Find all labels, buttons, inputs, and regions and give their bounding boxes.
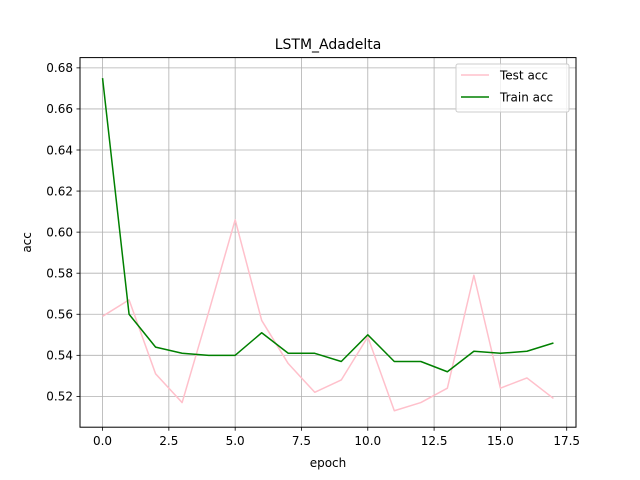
y-tick-label: 0.52 xyxy=(46,390,73,404)
series-line-train-acc xyxy=(101,78,554,373)
y-tick-label: 0.56 xyxy=(46,308,73,322)
x-tick-label: 15.0 xyxy=(487,434,514,448)
x-tick-label: 10.0 xyxy=(354,434,381,448)
y-tick-label: 0.64 xyxy=(46,143,73,157)
y-tick-label: 0.60 xyxy=(46,225,73,239)
y-tick-label: 0.66 xyxy=(46,102,73,116)
y-tick-label: 0.68 xyxy=(46,61,73,75)
x-tick-label: 2.5 xyxy=(159,434,178,448)
series-line-test-acc xyxy=(102,219,554,412)
x-tick-label: 7.5 xyxy=(292,434,311,448)
y-tick-label: 0.54 xyxy=(46,349,73,363)
legend: Test acc Train acc xyxy=(455,63,570,113)
y-tick-label: 0.62 xyxy=(46,184,73,198)
plot-area-frame xyxy=(79,57,577,428)
x-tick-label: 17.5 xyxy=(553,434,580,448)
x-tick-label: 12.5 xyxy=(421,434,448,448)
chart-title: LSTM_Adadelta xyxy=(275,37,382,53)
legend-box xyxy=(455,63,570,113)
x-tick-label: 0.0 xyxy=(93,434,112,448)
x-axis-label: epoch xyxy=(310,456,347,470)
y-tick-label: 0.58 xyxy=(46,267,73,281)
y-axis-label: acc xyxy=(20,232,34,253)
legend-label-train-acc: Train acc xyxy=(499,91,553,105)
legend-label-test-acc: Test acc xyxy=(499,69,548,83)
tick-layer: 0.0 2.5 5.0 7.5 10.0 12.5 15.0 17.5 0.52 0.54 0.56… xyxy=(46,61,580,448)
series-layer xyxy=(101,78,554,412)
x-tick-label: 5.0 xyxy=(226,434,245,448)
